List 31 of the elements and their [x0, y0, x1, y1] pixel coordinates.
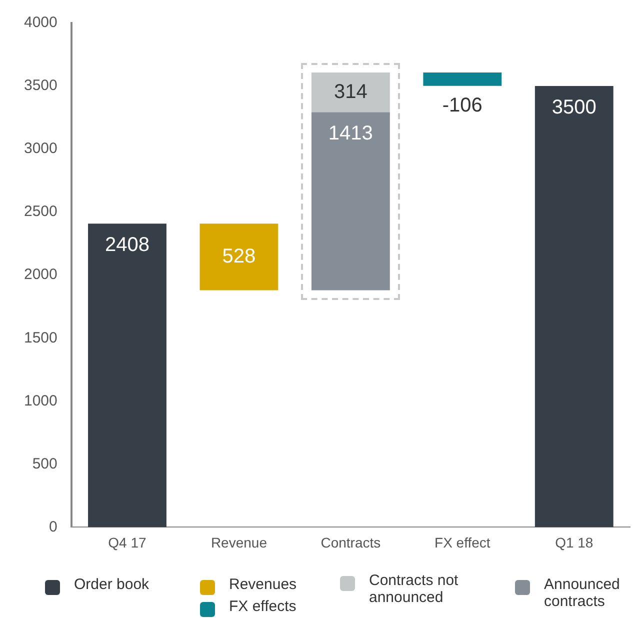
data-label: 528	[222, 245, 256, 268]
x-tick-label: FX effect	[434, 534, 490, 550]
legend-label: FX effects	[229, 598, 296, 615]
y-tick-label: 2000	[24, 266, 58, 284]
data-label: -106	[442, 94, 482, 116]
data-label: 1413	[328, 122, 373, 145]
data-label: 314	[334, 80, 368, 103]
x-tick-label: Q1 18	[555, 534, 594, 550]
data-label: 2408	[104, 234, 150, 256]
y-tick-label: 4000	[24, 14, 58, 32]
y-tick-label: 3000	[24, 140, 58, 158]
y-tick-label: 1000	[24, 392, 58, 410]
bar	[88, 224, 166, 528]
data-label: 3500	[552, 96, 596, 119]
bar	[534, 86, 614, 528]
y-tick-label: 500	[32, 455, 58, 472]
legend-label: Revenues	[229, 576, 297, 593]
bar	[311, 112, 390, 290]
bar	[311, 72, 390, 112]
bar	[200, 224, 278, 290]
x-tick-label: Q4 17	[108, 534, 147, 550]
legend-label: Contracts not announced	[369, 572, 460, 606]
y-tick-label: 2500	[24, 203, 58, 220]
x-tick-label: Revenue	[210, 534, 268, 550]
y-tick-label: 0	[49, 518, 58, 536]
x-tick-label: Contracts	[320, 534, 381, 550]
y-tick-label: 3500	[24, 77, 58, 94]
y-tick-label: 1500	[24, 329, 58, 346]
legend-label: Announced contracts	[544, 576, 621, 610]
legend-label: Order book	[74, 576, 150, 593]
bar	[423, 72, 502, 86]
